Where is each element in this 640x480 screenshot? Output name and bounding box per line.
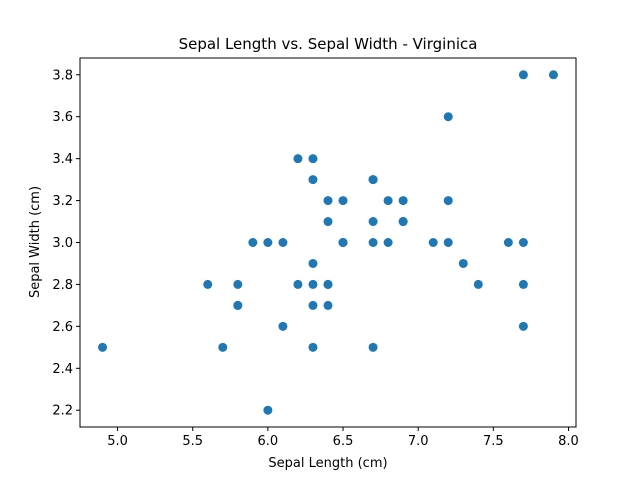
scatter-point [233, 300, 243, 310]
x-tick-label: 7.0 [408, 434, 429, 449]
scatter-point [308, 154, 318, 164]
scatter-point [368, 342, 378, 352]
scatter-point [518, 321, 528, 331]
y-axis-ticks: 2.2 2.4 2.6 2.8 3.0 3.2 3.4 3.6 3.8 [52, 68, 80, 419]
scatter-point [263, 238, 273, 247]
y-tick-label: 2.2 [52, 404, 73, 419]
scatter-point [263, 405, 273, 415]
scatter-point [233, 279, 243, 289]
scatter-point [443, 238, 453, 247]
scatter-point [518, 279, 528, 289]
scatter-point [398, 196, 408, 206]
y-tick-label: 3.4 [52, 152, 73, 167]
x-tick-label: 5.0 [107, 434, 128, 449]
scatter-point [383, 238, 393, 247]
y-tick-label: 3.6 [52, 110, 73, 125]
scatter-point [98, 342, 108, 352]
scatter-point [548, 70, 558, 80]
x-tick-label: 8.0 [558, 434, 579, 449]
scatter-point [323, 196, 333, 206]
y-tick-label: 3.0 [52, 236, 73, 251]
data-points [98, 70, 558, 415]
scatter-point [338, 238, 348, 247]
plot-frame [79, 57, 577, 428]
y-tick-label: 3.8 [52, 68, 73, 83]
x-tick-label: 6.0 [258, 434, 279, 449]
scatter-point [278, 238, 288, 247]
y-tick-label: 3.2 [52, 194, 73, 209]
scatter-point [338, 196, 348, 206]
scatter-point [308, 342, 318, 352]
scatter-point [458, 258, 468, 268]
y-tick-label: 2.6 [52, 320, 73, 335]
scatter-point [503, 238, 513, 247]
scatter-point [368, 238, 378, 247]
scatter-point [308, 300, 318, 310]
scatter-point [278, 321, 288, 331]
scatter-point [368, 217, 378, 227]
scatter-point [518, 238, 528, 247]
x-axis-label: Sepal Length (cm) [268, 456, 387, 471]
scatter-point [473, 279, 483, 289]
y-axis-label: Sepal Width (cm) [28, 186, 43, 298]
x-tick-label: 6.5 [333, 434, 354, 449]
scatter-point [443, 112, 453, 122]
scatter-point [308, 258, 318, 268]
scatter-point [203, 279, 213, 289]
chart-title: Sepal Length vs. Sepal Width - Virginica [179, 35, 478, 53]
scatter-point [308, 175, 318, 185]
y-tick-label: 2.8 [52, 278, 73, 293]
scatter-point [308, 279, 318, 289]
scatter-point [428, 238, 438, 247]
scatter-point [368, 175, 378, 185]
scatter-point [248, 238, 258, 247]
y-tick-label: 2.4 [52, 362, 73, 377]
scatter-point [518, 70, 528, 80]
scatter-point [323, 300, 333, 310]
scatter-point [293, 154, 303, 164]
scatter-point [218, 342, 228, 352]
scatter-point [383, 196, 393, 206]
x-tick-label: 7.5 [483, 434, 504, 449]
x-axis-ticks: 5.0 5.5 6.0 6.5 7.0 7.5 8.0 [107, 427, 579, 449]
scatter-point [323, 217, 333, 227]
scatter-point [443, 196, 453, 206]
scatter-point [293, 279, 303, 289]
scatter-point [323, 279, 333, 289]
x-tick-label: 5.5 [182, 434, 203, 449]
scatter-point [398, 217, 408, 227]
